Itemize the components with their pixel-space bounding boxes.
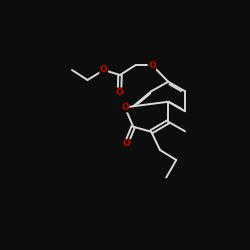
Text: O: O xyxy=(100,66,108,74)
Text: O: O xyxy=(148,60,156,70)
Text: O: O xyxy=(121,103,129,112)
Text: O: O xyxy=(122,139,130,148)
Text: O: O xyxy=(116,88,124,97)
